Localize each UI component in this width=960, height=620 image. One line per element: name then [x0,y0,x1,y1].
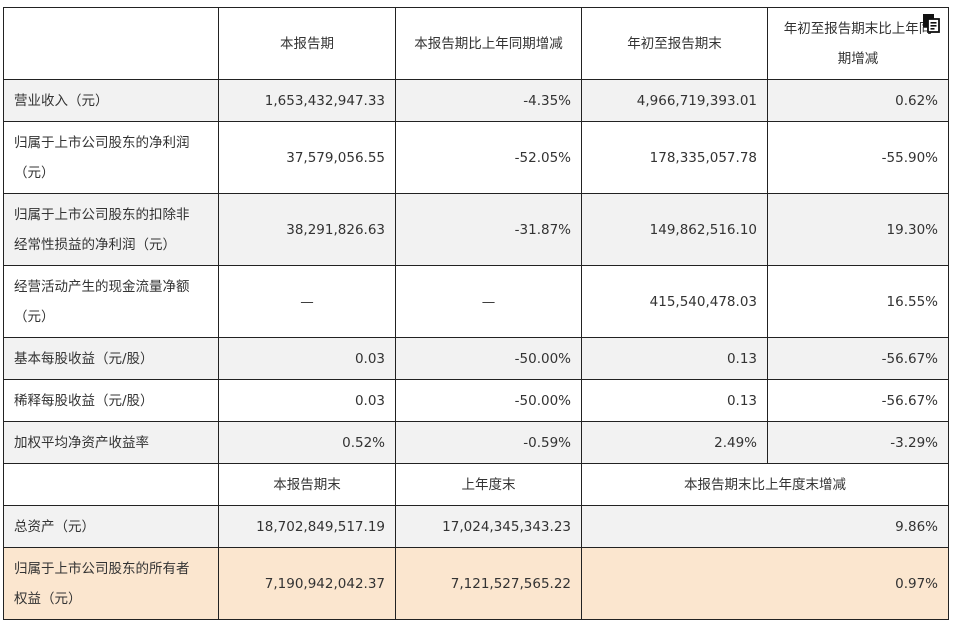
cell-value: 17,024,345,343.23 [395,505,582,548]
cell-value: -56.67% [767,337,949,380]
cell-value: 7,190,942,042.37 [218,547,396,620]
cell-value: 2.49% [581,421,768,464]
cell-value: — [395,265,582,338]
subheader-prior-year-end: 上年度末 [395,463,582,506]
table-subheader-row: 本报告期末 上年度末 本报告期末比上年度末增减 [3,463,949,506]
table-row: 稀释每股收益（元/股） 0.03 -50.00% 0.13 -56.67% [3,379,949,422]
row-label: 归属于上市公司股东的净利润 （元） [3,121,219,194]
financial-summary-table: 本报告期 本报告期比上年同期增减 年初至报告期末 年初至报告期末比上年同 期增减… [3,7,949,620]
cell-value: 7,121,527,565.22 [395,547,582,620]
row-label-line1: 经营活动产生的现金流量净额 [14,278,190,295]
cell-value: — [218,265,396,338]
cell-value: 0.03 [218,337,396,380]
table-row-highlighted: 归属于上市公司股东的所有者 权益（元） 7,190,942,042.37 7,1… [3,547,949,620]
row-label-line1: 归属于上市公司股东的扣除非 [14,206,190,223]
cell-value: -31.87% [395,193,582,266]
cell-value: 0.13 [581,337,768,380]
row-label: 归属于上市公司股东的所有者 权益（元） [3,547,219,620]
cell-value: 38,291,826.63 [218,193,396,266]
cell-value: 0.52% [218,421,396,464]
cell-value: 0.13 [581,379,768,422]
row-label: 营业收入（元） [3,79,219,122]
cell-value: 18,702,849,517.19 [218,505,396,548]
row-label-line2: （元） [14,164,55,181]
header-current-period-yoy: 本报告期比上年同期增减 [395,7,582,80]
cell-value: 37,579,056.55 [218,121,396,194]
table-row: 基本每股收益（元/股） 0.03 -50.00% 0.13 -56.67% [3,337,949,380]
subheader-period-end: 本报告期末 [218,463,396,506]
cell-value: 0.97% [581,547,949,620]
cell-value: -4.35% [395,79,582,122]
cell-value: 9.86% [581,505,949,548]
subheader-change: 本报告期末比上年度末增减 [581,463,949,506]
cell-value: 0.03 [218,379,396,422]
cell-value: -55.90% [767,121,949,194]
cell-value: 16.55% [767,265,949,338]
row-label-line2: （元） [14,308,55,325]
cell-value: -0.59% [395,421,582,464]
cell-value: 1,653,432,947.33 [218,79,396,122]
table-header-row: 本报告期 本报告期比上年同期增减 年初至报告期末 年初至报告期末比上年同 期增减 [3,7,949,80]
cell-value: 0.62% [767,79,949,122]
row-label-line1: 归属于上市公司股东的所有者 [14,560,190,577]
table-row: 营业收入（元） 1,653,432,947.33 -4.35% 4,966,71… [3,79,949,122]
subheader-blank-cell [3,463,219,506]
header-ytd-yoy-line2: 期增减 [837,50,879,67]
copy-icon[interactable] [921,13,941,33]
cell-value: 415,540,478.03 [581,265,768,338]
table-row: 经营活动产生的现金流量净额 （元） — — 415,540,478.03 16.… [3,265,949,338]
row-label: 归属于上市公司股东的扣除非 经常性损益的净利润（元） [3,193,219,266]
row-label: 稀释每股收益（元/股） [3,379,219,422]
header-ytd: 年初至报告期末 [581,7,768,80]
cell-value: -56.67% [767,379,949,422]
cell-value: 19.30% [767,193,949,266]
cell-value: -50.00% [395,379,582,422]
header-blank-cell [3,7,219,80]
row-label: 基本每股收益（元/股） [3,337,219,380]
table-row: 归属于上市公司股东的净利润 （元） 37,579,056.55 -52.05% … [3,121,949,194]
cell-value: 178,335,057.78 [581,121,768,194]
header-current-period: 本报告期 [218,7,396,80]
row-label: 经营活动产生的现金流量净额 （元） [3,265,219,338]
table-row: 总资产（元） 18,702,849,517.19 17,024,345,343.… [3,505,949,548]
row-label-line2: 经常性损益的净利润（元） [14,236,176,253]
cell-value: 4,966,719,393.01 [581,79,768,122]
cell-value: -3.29% [767,421,949,464]
cell-value: -52.05% [395,121,582,194]
cell-value: -50.00% [395,337,582,380]
header-ytd-yoy: 年初至报告期末比上年同 期增减 [767,7,949,80]
table-row: 加权平均净资产收益率 0.52% -0.59% 2.49% -3.29% [3,421,949,464]
row-label: 加权平均净资产收益率 [3,421,219,464]
row-label: 总资产（元） [3,505,219,548]
table-row: 归属于上市公司股东的扣除非 经常性损益的净利润（元） 38,291,826.63… [3,193,949,266]
row-label-line2: 权益（元） [14,590,82,607]
cell-value: 149,862,516.10 [581,193,768,266]
header-ytd-yoy-line1: 年初至报告期末比上年同 [783,20,933,37]
row-label-line1: 归属于上市公司股东的净利润 [14,134,190,151]
